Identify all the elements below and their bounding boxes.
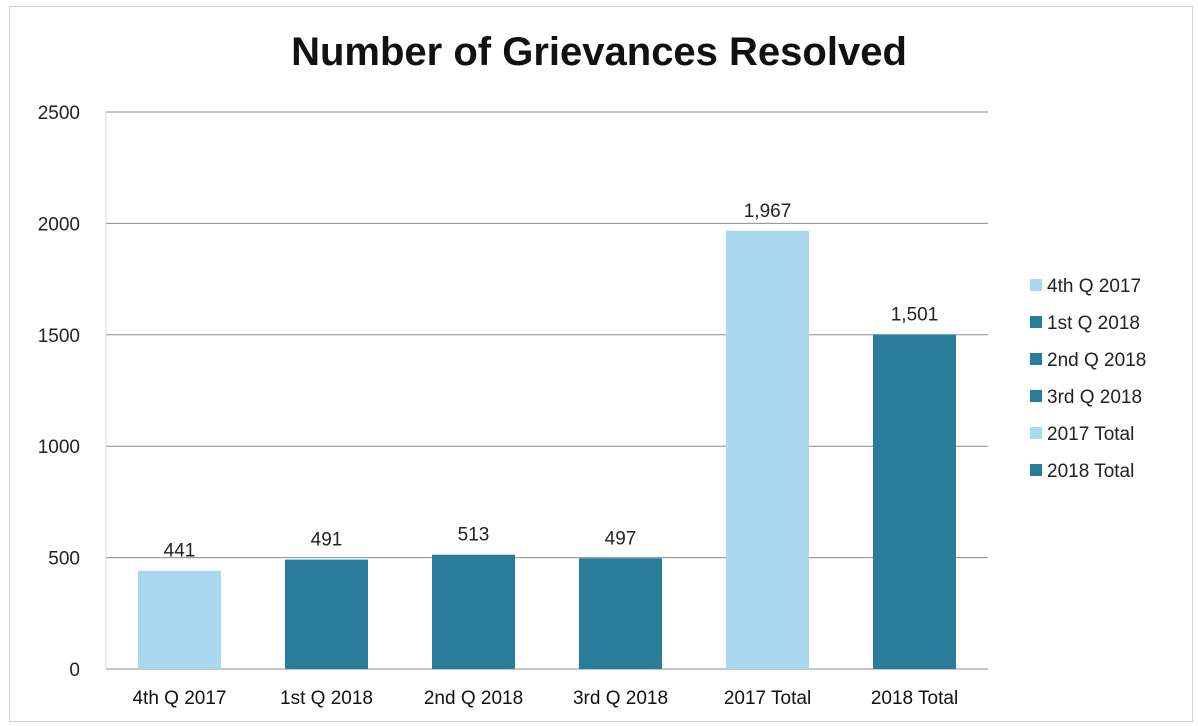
data-label: 1,501 (891, 305, 939, 326)
legend-label: 1st Q 2018 (1047, 313, 1140, 334)
x-tick-label: 2018 Total (871, 688, 958, 709)
y-tick-label: 2000 (38, 214, 80, 235)
bar (285, 559, 368, 669)
legend-swatch (1030, 279, 1042, 291)
data-label: 497 (605, 528, 637, 549)
bar (579, 558, 662, 669)
x-tick-label: 2017 Total (724, 688, 811, 709)
legend-label: 3rd Q 2018 (1047, 387, 1142, 408)
legend-swatch (1030, 316, 1042, 328)
bar (726, 230, 809, 670)
data-label: 513 (458, 525, 490, 546)
bar (138, 570, 221, 669)
x-tick-label: 4th Q 2017 (132, 688, 226, 709)
data-label: 441 (164, 541, 196, 562)
data-label: 491 (311, 530, 343, 551)
x-tick-label: 2nd Q 2018 (424, 688, 523, 709)
legend-label: 2018 Total (1047, 461, 1134, 482)
y-tick-label: 1500 (38, 326, 80, 347)
chart-title: Number of Grievances Resolved (291, 30, 907, 74)
legend-label: 2nd Q 2018 (1047, 350, 1146, 371)
y-tick-label: 1000 (38, 437, 80, 458)
data-label: 1,967 (744, 201, 792, 222)
x-tick-label: 3rd Q 2018 (573, 688, 668, 709)
y-tick-label: 500 (48, 549, 80, 570)
y-tick-label: 2500 (38, 103, 80, 124)
legend-swatch (1030, 353, 1042, 365)
bar (432, 554, 515, 669)
y-tick-label: 0 (69, 660, 80, 681)
x-tick-label: 1st Q 2018 (280, 688, 373, 709)
legend-swatch (1030, 464, 1042, 476)
legend-label: 2017 Total (1047, 424, 1134, 445)
legend-swatch (1030, 427, 1042, 439)
bar (873, 334, 956, 669)
legend-swatch (1030, 390, 1042, 402)
legend-label: 4th Q 2017 (1047, 276, 1141, 297)
